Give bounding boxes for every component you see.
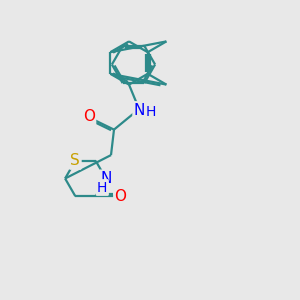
Text: N: N: [100, 171, 112, 186]
Text: O: O: [115, 189, 127, 204]
Text: H: H: [146, 106, 156, 119]
Text: N: N: [134, 103, 145, 118]
Text: H: H: [97, 181, 107, 194]
Text: S: S: [70, 153, 80, 168]
Text: O: O: [83, 109, 95, 124]
